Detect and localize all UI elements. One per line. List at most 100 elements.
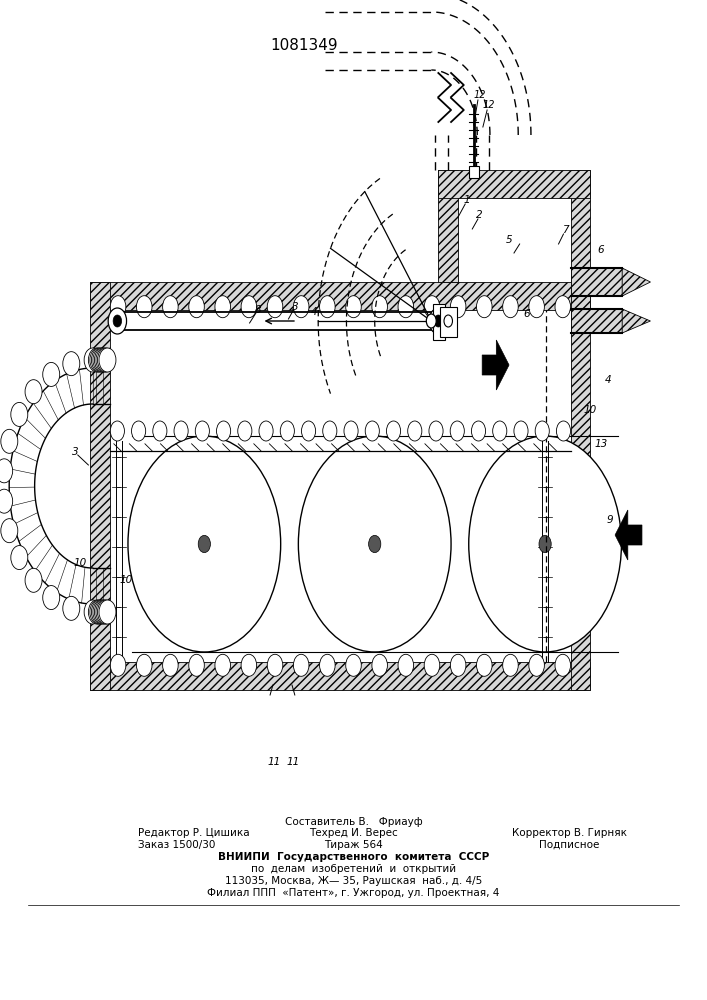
- Text: 4: 4: [311, 307, 318, 317]
- Circle shape: [42, 586, 59, 610]
- Circle shape: [514, 421, 528, 441]
- Text: Корректор В. Гирняк: Корректор В. Гирняк: [512, 828, 626, 838]
- Circle shape: [429, 308, 448, 334]
- Text: 11: 11: [268, 757, 281, 767]
- Circle shape: [42, 362, 59, 386]
- Circle shape: [0, 459, 13, 483]
- Circle shape: [477, 296, 492, 318]
- Circle shape: [472, 421, 486, 441]
- Circle shape: [215, 654, 230, 676]
- Circle shape: [503, 296, 518, 318]
- Text: 8: 8: [255, 305, 262, 315]
- Circle shape: [320, 654, 335, 676]
- Circle shape: [555, 296, 571, 318]
- Text: Тираж 564: Тираж 564: [324, 840, 383, 850]
- Circle shape: [503, 654, 518, 676]
- Text: Редактор Р. Цишика: Редактор Р. Цишика: [138, 828, 250, 838]
- Text: 11: 11: [287, 757, 300, 767]
- Circle shape: [88, 600, 105, 624]
- Circle shape: [344, 421, 358, 441]
- Circle shape: [298, 436, 451, 652]
- Text: 113035, Москва, Ж— 35, Раушская  наб., д. 4/5: 113035, Москва, Ж— 35, Раушская наб., д.…: [225, 876, 482, 886]
- Circle shape: [529, 296, 544, 318]
- Polygon shape: [482, 340, 509, 390]
- Circle shape: [477, 654, 492, 676]
- Text: 9: 9: [606, 515, 613, 525]
- Circle shape: [198, 535, 211, 553]
- Circle shape: [293, 654, 309, 676]
- Circle shape: [398, 654, 414, 676]
- Circle shape: [450, 296, 466, 318]
- Text: 6: 6: [523, 309, 530, 319]
- Text: Составитель В.   Фриауф: Составитель В. Фриауф: [285, 817, 422, 827]
- Circle shape: [96, 348, 113, 372]
- Circle shape: [95, 348, 112, 372]
- Text: по  делам  изобретений  и  открытий: по делам изобретений и открытий: [251, 864, 456, 874]
- Circle shape: [132, 421, 146, 441]
- Circle shape: [372, 296, 387, 318]
- Circle shape: [91, 348, 108, 372]
- Polygon shape: [622, 309, 650, 333]
- Circle shape: [372, 654, 387, 676]
- Text: 4: 4: [604, 375, 612, 385]
- Circle shape: [424, 654, 440, 676]
- Circle shape: [108, 308, 127, 334]
- Bar: [90, 662, 590, 690]
- Circle shape: [408, 421, 422, 441]
- Text: 10: 10: [584, 405, 597, 415]
- Circle shape: [11, 546, 28, 570]
- Text: 6: 6: [597, 245, 604, 255]
- Text: Техред И. Верес: Техред И. Верес: [309, 828, 398, 838]
- Circle shape: [450, 654, 466, 676]
- Text: 2: 2: [476, 210, 483, 220]
- Circle shape: [493, 421, 507, 441]
- Circle shape: [63, 596, 80, 620]
- Circle shape: [556, 421, 571, 441]
- Circle shape: [215, 296, 230, 318]
- Circle shape: [95, 600, 112, 624]
- Circle shape: [99, 348, 116, 372]
- Circle shape: [346, 654, 361, 676]
- Circle shape: [426, 314, 436, 328]
- Circle shape: [84, 600, 101, 624]
- Circle shape: [320, 296, 335, 318]
- Text: ВНИИПИ  Государственного  комитета  СССР: ВНИИПИ Государственного комитета СССР: [218, 852, 489, 862]
- Bar: [440, 307, 457, 337]
- Circle shape: [98, 348, 115, 372]
- Text: 1: 1: [463, 195, 470, 205]
- Circle shape: [267, 654, 283, 676]
- Circle shape: [301, 421, 315, 441]
- Text: 12: 12: [473, 90, 486, 100]
- Text: 13: 13: [595, 439, 607, 449]
- Circle shape: [1, 519, 18, 543]
- Circle shape: [424, 296, 440, 318]
- Circle shape: [163, 654, 178, 676]
- Bar: [571, 170, 590, 282]
- Circle shape: [322, 421, 337, 441]
- Circle shape: [189, 296, 204, 318]
- Text: 3: 3: [72, 447, 79, 457]
- Bar: [469, 166, 479, 178]
- Circle shape: [195, 421, 209, 441]
- Circle shape: [368, 535, 381, 553]
- Circle shape: [163, 296, 178, 318]
- Bar: [571, 309, 622, 333]
- Bar: [571, 282, 590, 690]
- Circle shape: [11, 402, 28, 426]
- Circle shape: [293, 296, 309, 318]
- Circle shape: [110, 421, 124, 441]
- Bar: [438, 170, 590, 198]
- Circle shape: [434, 315, 443, 327]
- Circle shape: [539, 535, 551, 553]
- Circle shape: [398, 296, 414, 318]
- Circle shape: [238, 421, 252, 441]
- Circle shape: [136, 296, 152, 318]
- Circle shape: [63, 352, 80, 376]
- Text: 7: 7: [562, 225, 569, 235]
- Circle shape: [0, 489, 13, 513]
- Circle shape: [99, 600, 116, 624]
- Circle shape: [366, 421, 380, 441]
- Text: Заказ 1500/30: Заказ 1500/30: [138, 840, 215, 850]
- Circle shape: [84, 348, 101, 372]
- Circle shape: [136, 654, 152, 676]
